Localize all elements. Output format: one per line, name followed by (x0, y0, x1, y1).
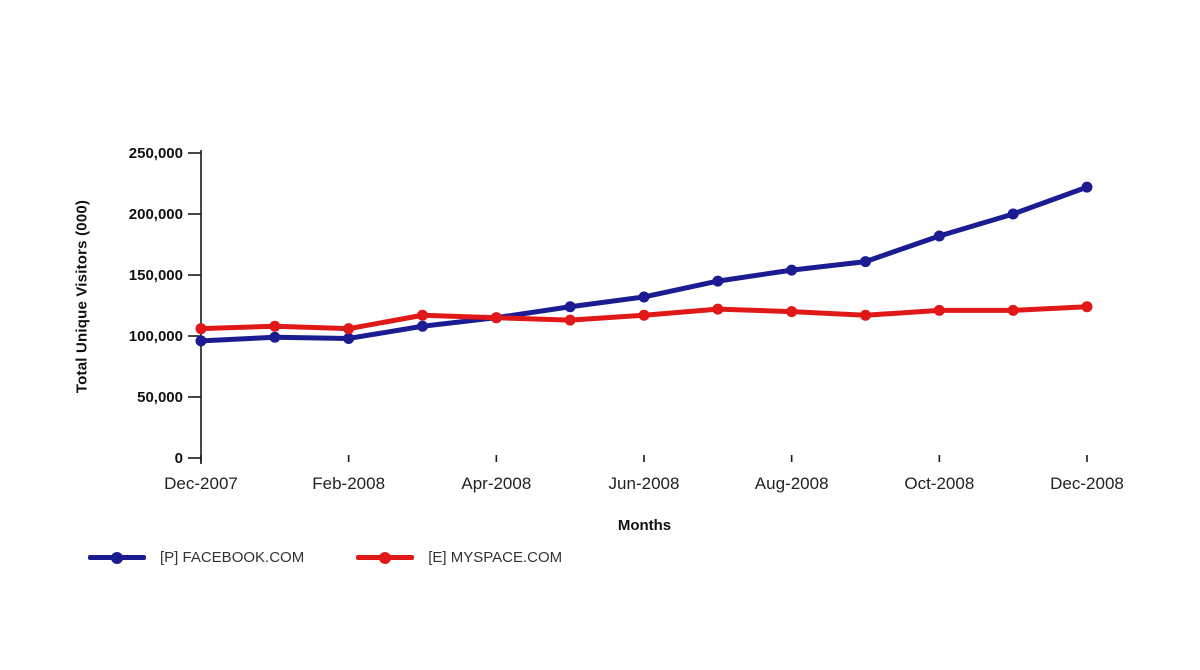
y-tick-label: 250,000 (129, 145, 183, 162)
x-tick-label: Jun-2008 (609, 474, 680, 493)
data-point (269, 331, 281, 343)
data-point (933, 304, 945, 316)
data-point (343, 332, 355, 344)
x-tick-label: Feb-2008 (312, 474, 385, 493)
data-point (417, 309, 428, 321)
x-tick-label: Aug-2008 (755, 474, 829, 493)
data-point (195, 335, 207, 347)
data-point (490, 312, 502, 324)
data-point (1081, 181, 1093, 193)
data-point (860, 256, 871, 268)
data-point (638, 291, 650, 303)
x-tick-label: Apr-2008 (461, 474, 531, 493)
data-point (269, 320, 281, 332)
data-point (343, 323, 355, 335)
data-point (786, 306, 798, 318)
x-axis-title: Months (617, 517, 672, 534)
data-point (1081, 301, 1093, 313)
data-point (712, 275, 724, 287)
data-point (564, 314, 576, 326)
legend-item-myspace: [E] MYSPACE.COM (356, 549, 562, 566)
y-tick-label: 0 (175, 450, 183, 467)
y-tick-label: 100,000 (129, 328, 183, 345)
legend-item-facebook: [P] FACEBOOK.COM (88, 549, 304, 566)
legend-label-facebook: [P] FACEBOOK.COM (160, 549, 305, 566)
data-point (1007, 304, 1019, 316)
data-point (1007, 208, 1019, 220)
facebook-line-marker-icon (88, 551, 146, 564)
data-point (860, 309, 871, 321)
data-point (638, 309, 650, 321)
y-tick-label: 50,000 (137, 389, 183, 406)
myspace-line-marker-icon (356, 551, 415, 564)
legend-label-myspace: [E] MYSPACE.COM (428, 549, 563, 566)
legend: [P] FACEBOOK.COM [E] MYSPACE.COM (88, 549, 562, 566)
x-tick-label: Oct-2008 (904, 474, 974, 493)
y-tick-label: 150,000 (129, 267, 183, 284)
data-point (712, 303, 724, 315)
y-axis-title: Total Unique Visitors (000) (73, 199, 91, 394)
y-tick-label: 200,000 (129, 206, 183, 223)
x-tick-label: Dec-2007 (164, 474, 238, 493)
data-point (195, 323, 207, 335)
data-point (564, 301, 576, 313)
data-point (786, 264, 798, 276)
data-point (417, 320, 428, 332)
data-point (933, 230, 945, 242)
x-tick-label: Dec-2008 (1050, 474, 1124, 493)
